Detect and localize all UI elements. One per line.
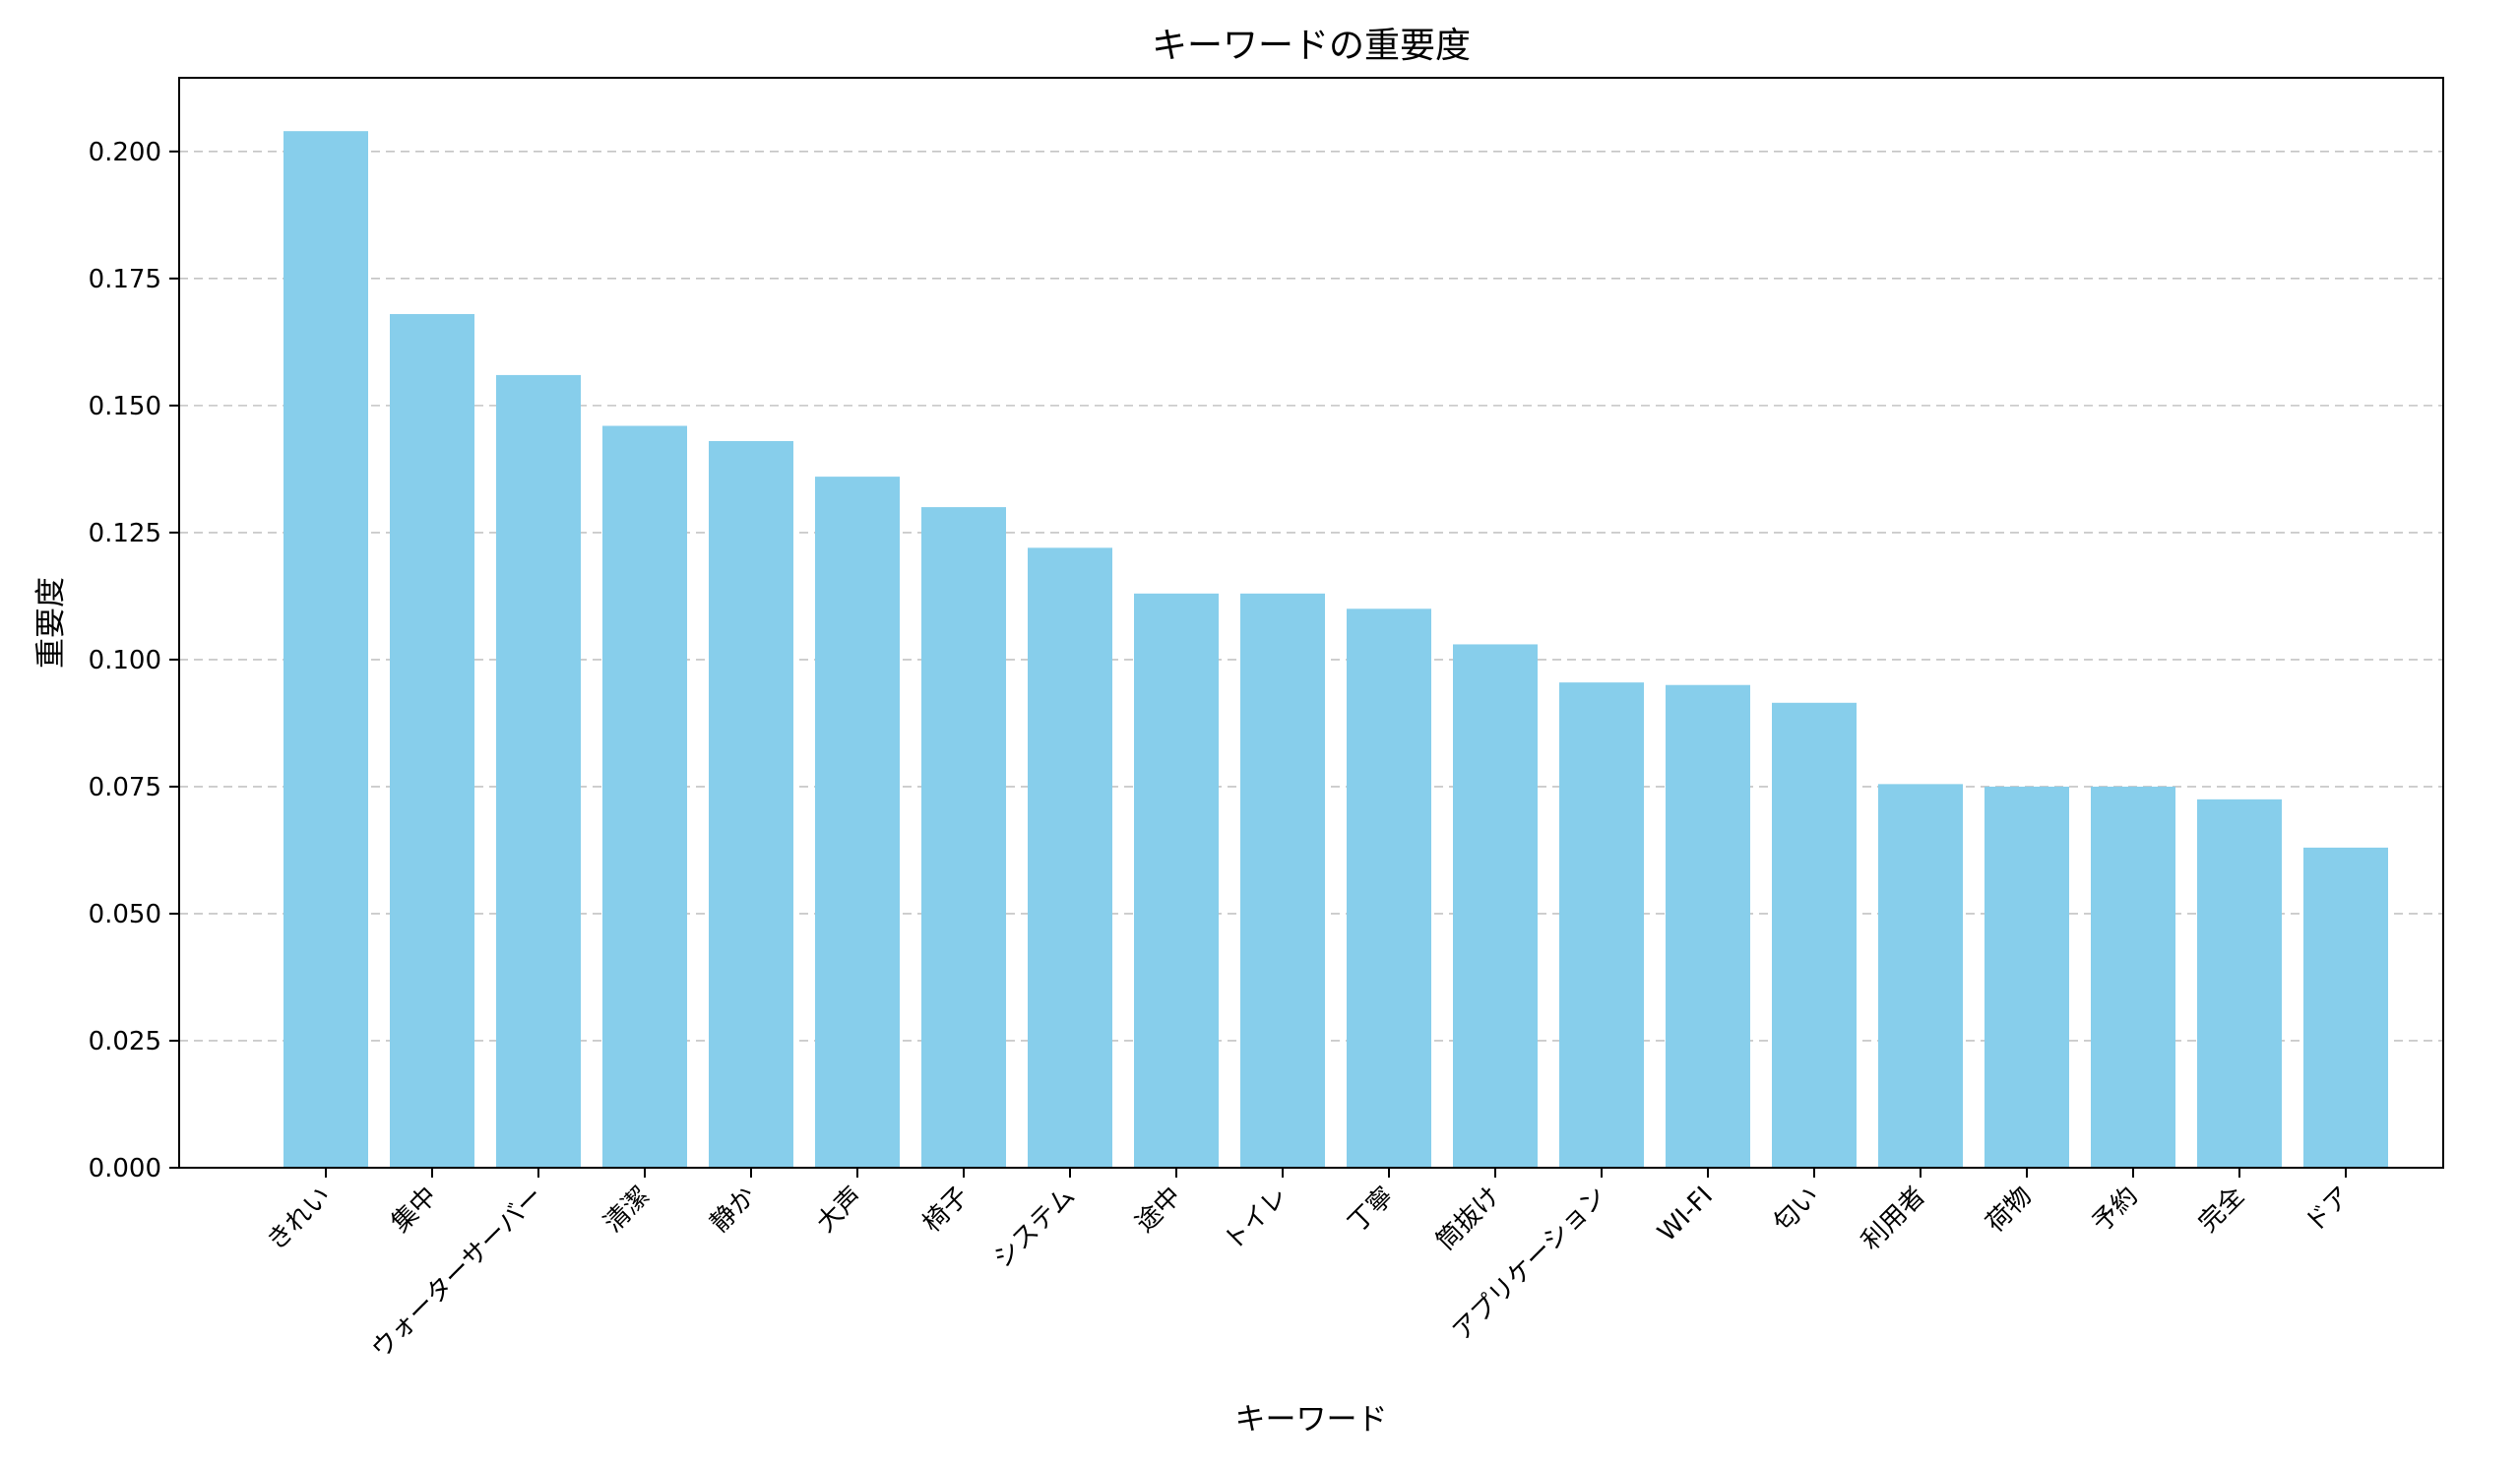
bar	[709, 441, 793, 1168]
bar	[1772, 702, 1857, 1168]
bar	[1559, 682, 1644, 1168]
y-tick-label: 0.175	[89, 265, 161, 294]
bar	[1347, 608, 1431, 1168]
plot-frame	[178, 77, 2444, 1169]
y-tick-label: 0.125	[89, 519, 161, 548]
x-tick-label: 筒抜け	[1431, 1182, 1506, 1256]
bar	[1240, 593, 1325, 1168]
x-tick-label: 完全	[2193, 1182, 2250, 1239]
bar	[496, 374, 581, 1169]
x-tick-label: 集中	[386, 1182, 443, 1239]
y-tick-label: 0.050	[89, 900, 161, 929]
bars	[284, 131, 2388, 1169]
bar	[1453, 644, 1538, 1168]
x-tick-label: WI-FI	[1652, 1182, 1718, 1247]
x-tick-label: 丁寧	[1343, 1182, 1400, 1239]
bar	[2303, 847, 2388, 1168]
x-tick-label: 予約	[2087, 1182, 2144, 1239]
bar	[815, 477, 900, 1169]
bar	[2091, 786, 2175, 1168]
y-tick-label: 0.075	[89, 773, 161, 802]
x-tick-label: 利用者	[1857, 1182, 1931, 1256]
y-tick-label: 0.025	[89, 1027, 161, 1056]
y-tick-label: 0.150	[89, 392, 161, 421]
y-tick-label: 0.000	[89, 1154, 161, 1183]
bar	[284, 131, 368, 1168]
x-tick-label: システム	[988, 1182, 1081, 1274]
x-tick-label: トイレ	[1219, 1182, 1293, 1256]
bar	[1028, 547, 1112, 1168]
bar	[602, 425, 687, 1169]
bar	[1134, 593, 1219, 1168]
x-tick-label: 椅子	[917, 1182, 975, 1239]
x-tick-label: 大声	[811, 1182, 868, 1239]
x-tick-label: 静か	[705, 1182, 762, 1239]
x-tick-label: 清潔	[598, 1182, 656, 1239]
x-tick-label: 匂い	[1768, 1182, 1825, 1239]
x-tick-label: 荷物	[1981, 1182, 2038, 1239]
bar	[1878, 784, 1963, 1168]
x-tick-label: きれい	[262, 1182, 337, 1256]
y-axis-title: 重要度	[33, 577, 69, 669]
bar	[390, 313, 474, 1169]
bar	[1984, 786, 2069, 1168]
bar	[921, 507, 1006, 1168]
y-tick-label: 0.200	[89, 138, 161, 167]
y-tick-label: 0.100	[89, 646, 161, 675]
y-axis: 0.000 0.025 0.050 0.075 0.100 0.125 0.150 0.175…	[89, 138, 179, 1183]
x-axis-title: キーワード	[1235, 1402, 1388, 1438]
bar	[2197, 799, 2282, 1168]
x-tick-label: 途中	[1130, 1182, 1187, 1239]
x-tick-label: ドア	[2300, 1182, 2357, 1239]
chart-title: キーワードの重要度	[1152, 26, 1471, 66]
bar	[1666, 684, 1750, 1168]
